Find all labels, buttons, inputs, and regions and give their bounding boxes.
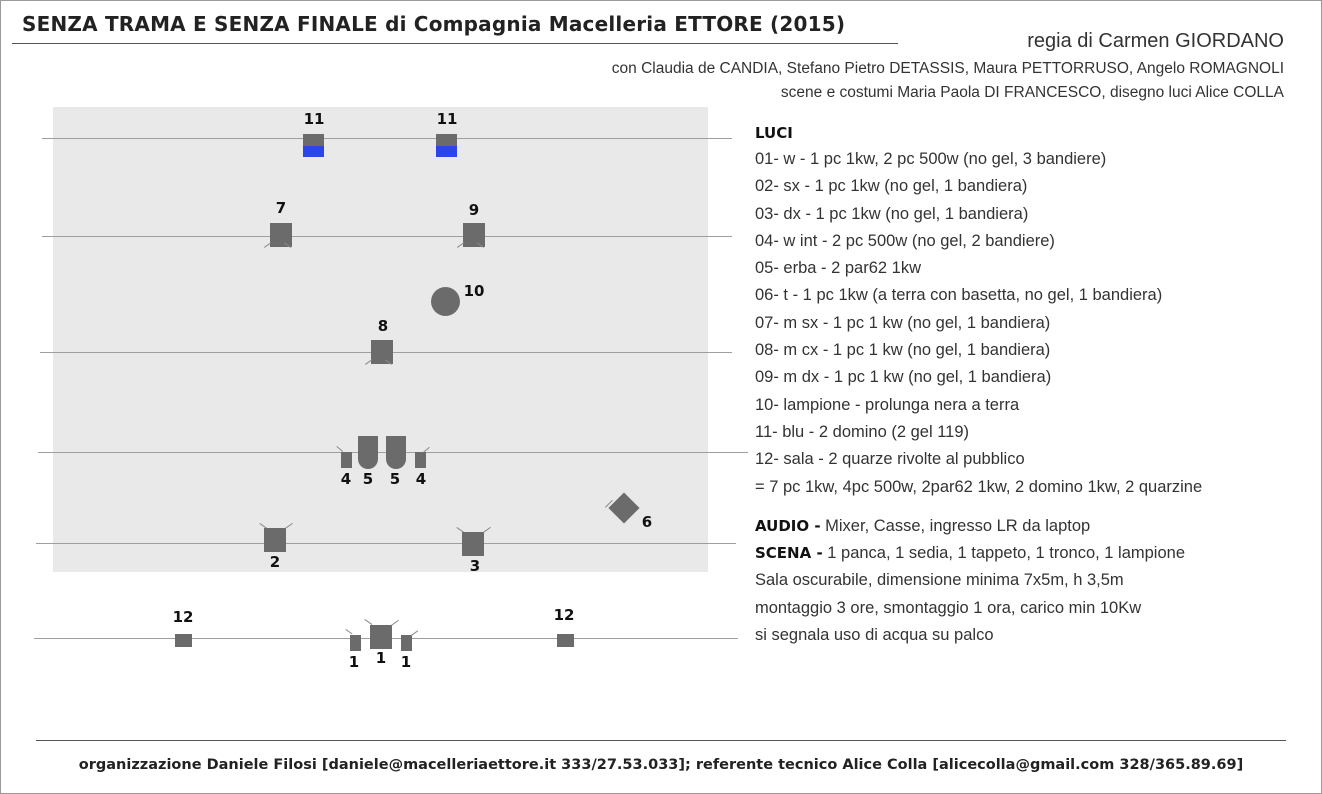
label-4-right: 4 [415,470,427,488]
quartz-fixture-12-left [175,634,192,647]
luci-item: 12- sala - 2 quarze rivolte al pubblico [755,450,1025,469]
contacts-footer: organizzazione Daniele Filosi [daniele@m… [78,757,1244,773]
label-1-center: 1 [375,649,387,667]
luci-item: 06- t - 1 pc 1kw (a terra con basetta, n… [755,286,1163,305]
technical-legend: LUCI 01- w - 1 pc 1kw, 2 pc 500w (no gel… [755,120,1295,649]
pc-fixture-3 [462,532,484,556]
pc-fixture-4-right [415,452,426,468]
label-5-right: 5 [389,470,401,488]
domino-fixture-11-right [436,134,457,146]
label-3: 3 [469,557,481,575]
lighting-bar-5 [36,543,736,544]
luci-heading: LUCI [755,124,793,142]
luci-item: 08- m cx - 1 pc 1 kw (no gel, 1 bandiera… [755,341,1051,360]
audio-line: AUDIO - Mixer, Casse, ingresso LR da lap… [755,513,1295,540]
audio-text: Mixer, Casse, ingresso LR da laptop [820,516,1091,535]
pc-fixture-1-right [401,635,412,651]
luci-item: 11- blu - 2 domino (2 gel 119) [755,422,970,441]
luci-item: 09- m dx - 1 pc 1 kw (no gel, 1 bandiera… [755,368,1052,387]
note-line: Sala oscurabile, dimensione minima 7x5m,… [755,571,1124,590]
pc-fixture-8 [371,340,393,364]
pc-fixture-4-left [341,452,352,468]
pc-fixture-2 [264,528,286,552]
blue-gel-11-left [303,146,324,157]
label-12-left: 12 [172,608,194,626]
par-top-5-left [358,436,378,439]
label-4-left: 4 [340,470,352,488]
luci-item: 02- sx - 1 pc 1kw (no gel, 1 bandiera) [755,177,1028,196]
pc-fixture-1-center [370,625,392,649]
note-line: montaggio 3 ore, smontaggio 1 ora, caric… [755,598,1142,617]
luci-item: 05- erba - 2 par62 1kw [755,259,922,278]
label-9: 9 [468,201,480,219]
pc-fixture-9 [463,223,485,247]
crew-credit: scene e costumi Maria Paola DI FRANCESCO… [780,84,1284,101]
domino-fixture-11-left [303,134,324,146]
luci-item: 04- w int - 2 pc 500w (no gel, 2 bandier… [755,231,1055,250]
par62-fixture-5-left [358,439,378,469]
label-1-right: 1 [400,653,412,671]
label-7: 7 [275,199,287,217]
quartz-fixture-12-right [557,634,574,647]
luci-item: 10- lampione - prolunga nera a terra [755,395,1020,414]
lamp-post-10 [431,287,460,316]
director-credit: regia di Carmen GIORDANO [1027,30,1284,52]
scena-line: SCENA - 1 panca, 1 sedia, 1 tappeto, 1 t… [755,540,1295,567]
pc-fixture-1-left [350,635,361,651]
label-6: 6 [641,513,653,531]
label-11-right: 11 [436,110,458,128]
pc-fixture-7 [270,223,292,247]
luci-item: 07- m sx - 1 pc 1 kw (no gel, 1 bandiera… [755,313,1051,332]
footer-divider [36,740,1286,741]
blue-gel-11-right [436,146,457,157]
label-8: 8 [377,317,389,335]
label-1-left: 1 [348,653,360,671]
label-2: 2 [269,553,281,571]
lighting-bar-2 [42,236,732,237]
cast-credit: con Claudia de CANDIA, Stefano Pietro DE… [611,60,1284,77]
scena-text: 1 panca, 1 sedia, 1 tappeto, 1 tronco, 1… [822,544,1186,563]
luci-item: 01- w - 1 pc 1kw, 2 pc 500w (no gel, 3 b… [755,150,1107,168]
show-title: SENZA TRAMA E SENZA FINALE di Compagnia … [22,12,846,36]
note-line: si segnala uso di acqua su palco [755,626,994,645]
par-top-5-right [386,436,406,439]
stage-area [53,107,708,572]
luci-total: = 7 pc 1kw, 4pc 500w, 2par62 1kw, 2 domi… [755,477,1203,496]
luci-item: 03- dx - 1 pc 1kw (no gel, 1 bandiera) [755,204,1029,223]
par62-fixture-5-right [386,439,406,469]
label-11-left: 11 [303,110,325,128]
label-5-left: 5 [362,470,374,488]
label-10: 10 [463,282,485,300]
scena-label: SCENA - [755,544,823,563]
lighting-bar-1 [42,138,732,139]
audio-label: AUDIO - [755,516,821,535]
label-12-right: 12 [553,606,575,624]
title-underline [12,43,898,44]
